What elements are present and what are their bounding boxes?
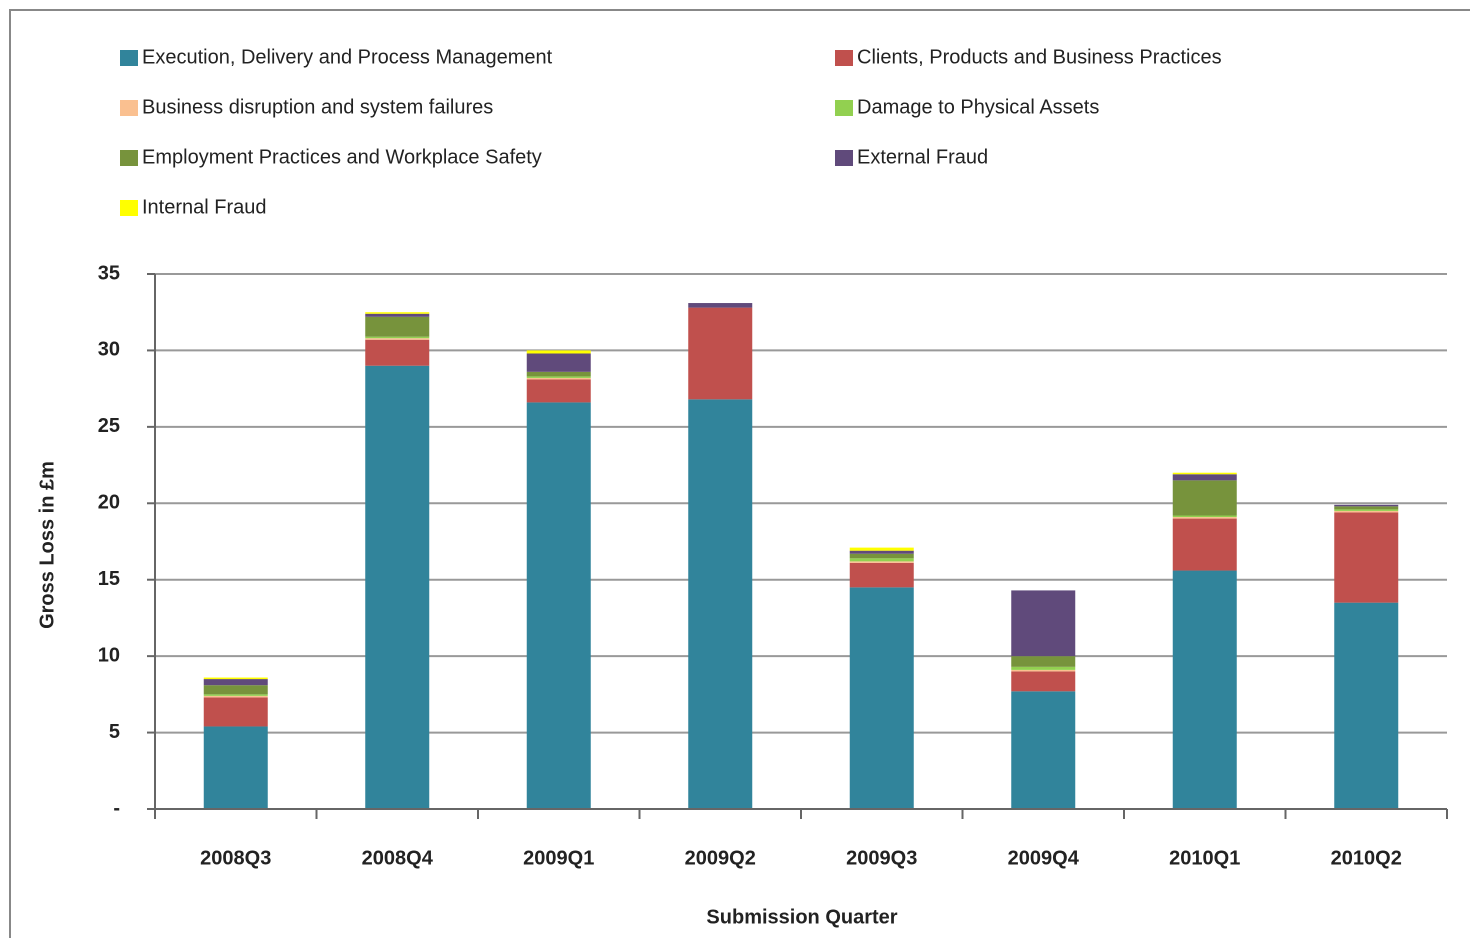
legend-label: Employment Practices and Workplace Safet… — [142, 146, 542, 168]
legend-label: Business disruption and system failures — [142, 96, 493, 118]
bar-segment — [1172, 570, 1237, 809]
bar-segment — [1334, 510, 1399, 513]
bar-segment — [1172, 480, 1237, 516]
bar-segment — [849, 558, 914, 562]
bar-segment — [849, 561, 914, 563]
y-tick-label: 5 — [109, 721, 120, 743]
bar-segment — [1172, 515, 1237, 518]
bar-segment — [1334, 512, 1399, 603]
legend-swatch — [835, 50, 853, 66]
bar-segment — [365, 338, 430, 340]
bar-segment — [365, 339, 430, 366]
bar-segment — [203, 726, 268, 809]
chart-frame — [9, 9, 1470, 938]
bar-segment — [688, 399, 753, 809]
x-axis-title: Submission Quarter — [706, 906, 897, 928]
legend-label: Clients, Products and Business Practices — [857, 46, 1222, 68]
bar-segment — [203, 697, 268, 727]
bar-segment — [203, 679, 268, 686]
bar-segment — [526, 402, 591, 809]
bar-segment — [1011, 669, 1076, 672]
bar-segment — [203, 685, 268, 695]
y-tick-label: - — [113, 797, 120, 819]
legend-label: Execution, Delivery and Process Manageme… — [142, 46, 553, 68]
bar-segment — [1334, 504, 1399, 507]
x-tick-label: 2009Q4 — [1008, 847, 1080, 869]
bar-segment — [1172, 517, 1237, 519]
bar-segment — [526, 350, 591, 354]
x-tick-label: 2009Q1 — [523, 847, 594, 869]
x-tick-label: 2009Q3 — [846, 847, 917, 869]
bar-segment — [203, 694, 268, 696]
bar-segment — [849, 547, 914, 551]
bar-segment — [1172, 518, 1237, 571]
bar-segment — [526, 377, 591, 380]
legend-swatch — [835, 100, 853, 116]
bar-segment — [849, 562, 914, 588]
bar-segment — [688, 303, 753, 308]
y-tick-label: 25 — [98, 415, 120, 437]
bar-segment — [1172, 472, 1237, 475]
legend-swatch — [120, 200, 138, 216]
legend-label: Damage to Physical Assets — [857, 96, 1099, 118]
bar-segment — [849, 550, 914, 554]
x-tick-label: 2010Q1 — [1169, 847, 1240, 869]
bar-segment — [1172, 474, 1237, 481]
bar-segment — [1011, 691, 1076, 809]
bar-segment — [203, 695, 268, 698]
x-tick-label: 2008Q4 — [362, 847, 434, 869]
bar-segment — [1334, 506, 1399, 510]
bar-segment — [526, 371, 591, 377]
y-tick-label: 10 — [98, 644, 120, 666]
legend-swatch — [120, 100, 138, 116]
bar-segment — [1011, 656, 1076, 667]
x-tick-label: 2010Q2 — [1331, 847, 1402, 869]
legend-label: Internal Fraud — [142, 196, 267, 218]
bar-segment — [203, 677, 268, 680]
bar-segment — [1011, 666, 1076, 670]
bar-segment — [526, 379, 591, 403]
bar-segment — [365, 365, 430, 809]
legend-swatch — [120, 150, 138, 166]
y-tick-label: 15 — [98, 568, 120, 590]
x-tick-label: 2009Q2 — [685, 847, 756, 869]
bar-segment — [365, 313, 430, 317]
bar-segment — [1011, 590, 1076, 657]
y-tick-label: 35 — [98, 262, 120, 284]
y-axis-title: Gross Loss in £m — [36, 461, 58, 629]
bar-segment — [688, 307, 753, 400]
bar-segment — [365, 316, 430, 337]
bar-segment — [849, 587, 914, 809]
bar-segment — [365, 312, 430, 314]
bar-segment — [1011, 671, 1076, 692]
y-tick-label: 30 — [98, 339, 120, 361]
bar-segment — [365, 336, 430, 339]
legend-swatch — [120, 50, 138, 66]
legend-swatch — [835, 150, 853, 166]
y-tick-label: 20 — [98, 492, 120, 514]
bar-segment — [849, 553, 914, 559]
legend-label: External Fraud — [857, 146, 988, 168]
bar-segment — [1334, 602, 1399, 809]
bar-segment — [526, 353, 591, 372]
bar-segment — [526, 376, 591, 378]
x-tick-label: 2008Q3 — [200, 847, 271, 869]
bar-segment — [1334, 509, 1399, 511]
